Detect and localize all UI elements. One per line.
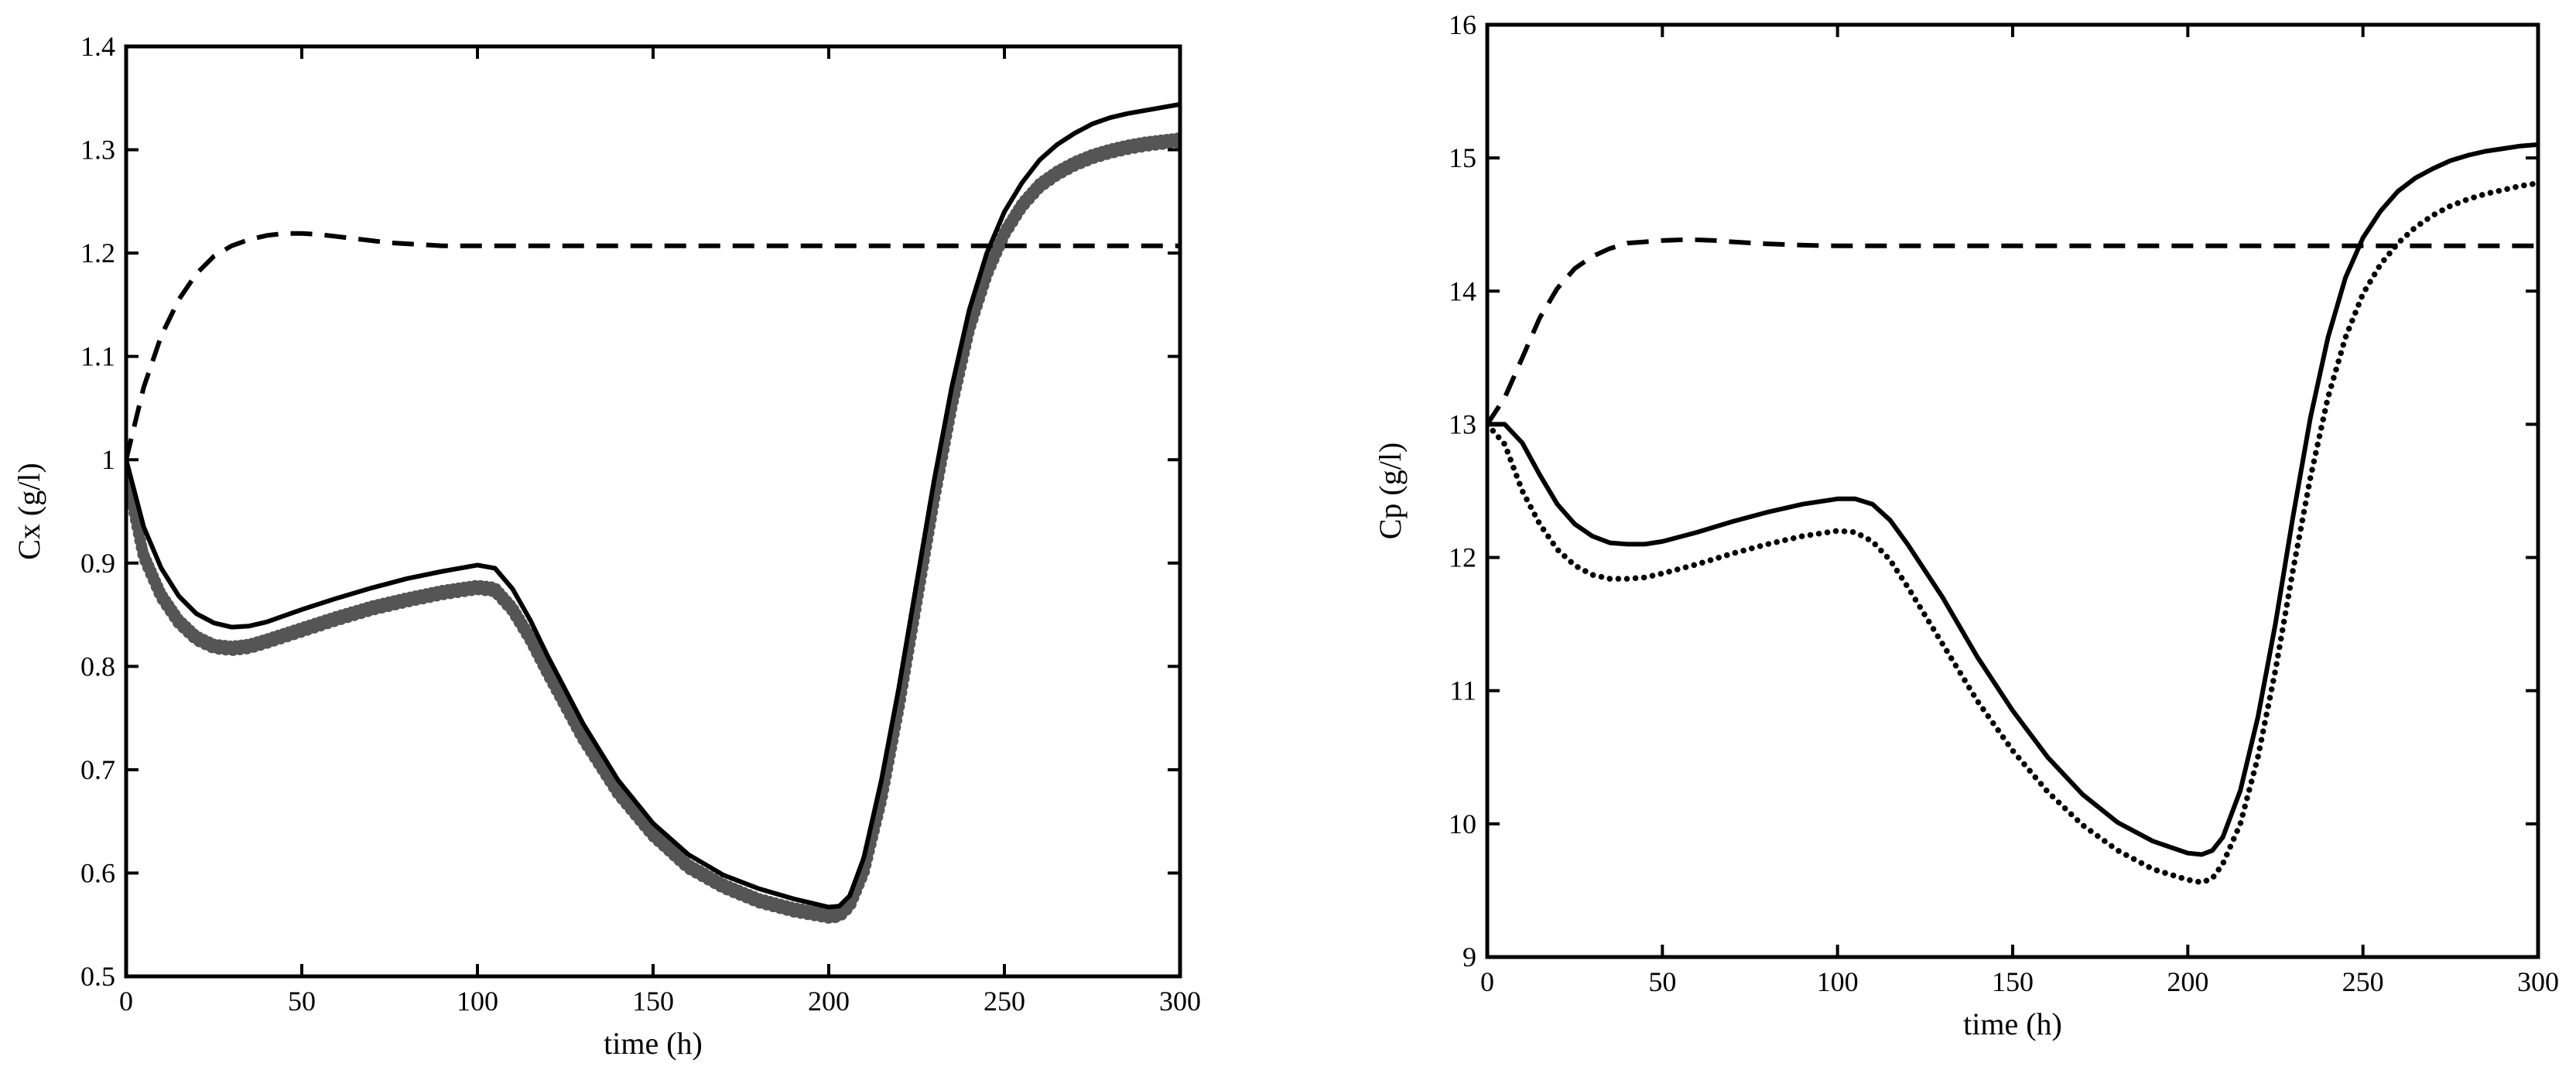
cp-y-tick-label: 12 <box>1449 542 1476 573</box>
cx-x-tick-label: 0 <box>119 986 133 1017</box>
cp-y-tick-label: 15 <box>1449 142 1476 173</box>
cx-x-tick-label: 250 <box>984 986 1025 1017</box>
cp-x-tick-label: 200 <box>2167 966 2208 997</box>
cx-x-tick-label: 100 <box>457 986 498 1017</box>
cx-series-measured-scatter <box>126 136 1180 924</box>
cp-plot-content <box>1487 142 2538 886</box>
cp-y-tick-label: 10 <box>1449 808 1476 839</box>
cp-y-tick-label: 16 <box>1449 9 1476 40</box>
cx-y-tick-label: 0.7 <box>80 754 115 785</box>
cp-series-dashed-line <box>1487 238 2538 426</box>
cx-y-tick-label: 1.1 <box>80 341 115 372</box>
cx-x-axis-label: time (h) <box>604 1026 703 1061</box>
cp-series-solid-line <box>1487 142 2538 857</box>
cp-x-tick-label: 300 <box>2517 966 2559 997</box>
cp-y-tick-label: 11 <box>1449 675 1476 706</box>
cx-x-tick-label: 150 <box>632 986 674 1017</box>
cp-y-tick-label: 14 <box>1449 275 1476 306</box>
cp-x-tick-label: 0 <box>1480 966 1494 997</box>
cx-series-dashed-line <box>126 231 1180 460</box>
cp-x-tick-label: 150 <box>1992 966 2034 997</box>
cp-series-dotted-line <box>1487 180 2538 886</box>
cp-x-axis-label: time (h) <box>1963 1007 2062 1041</box>
cx-panel: 0 50 100 150 200 250 300 0.5 0.6 0.7 0.8 0.9 1 1.1 1.2… <box>12 31 1201 1061</box>
cx-y-tick-label: 1.4 <box>80 31 115 62</box>
cp-y-tick-label: 13 <box>1449 408 1476 439</box>
cx-y-tick-label: 0.6 <box>80 857 115 888</box>
cp-x-tick-label: 50 <box>1648 966 1676 997</box>
cx-y-tick-label: 1.2 <box>80 238 115 268</box>
cp-y-axis-label: Cp (g/l) <box>1373 443 1408 540</box>
cp-ticks: 0 50 100 150 200 250 300 9 10 11 12 13 14 15 16 <box>1449 9 2559 997</box>
cp-panel: 0 50 100 150 200 250 300 9 10 11 12 13 14 15 16 time (… <box>1373 9 2559 1041</box>
cx-y-tick-label: 0.9 <box>80 548 115 579</box>
cp-x-tick-label: 100 <box>1817 966 1859 997</box>
cx-axes-box <box>124 44 1182 979</box>
cx-series-solid-line <box>126 101 1180 910</box>
cx-y-axis-label: Cx (g/l) <box>12 463 46 560</box>
cx-x-tick-label: 300 <box>1159 986 1201 1017</box>
cp-y-tick-label: 9 <box>1462 942 1476 972</box>
cx-y-tick-label: 1 <box>101 444 115 475</box>
cp-x-tick-label: 250 <box>2342 966 2384 997</box>
cx-y-tick-label: 0.5 <box>80 961 115 992</box>
cx-plot-content <box>126 101 1180 924</box>
cx-x-tick-label: 50 <box>288 986 316 1017</box>
cx-series-dotted-markers-line <box>126 132 1180 918</box>
cp-axes-box <box>1485 22 2540 959</box>
cx-y-tick-label: 1.3 <box>80 135 115 166</box>
cx-ticks: 0 50 100 150 200 250 300 0.5 0.6 0.7 0.8 0.9 1 1.1 1.2… <box>80 31 1201 1017</box>
cx-y-tick-label: 0.8 <box>80 651 115 682</box>
cx-x-tick-label: 200 <box>808 986 850 1017</box>
